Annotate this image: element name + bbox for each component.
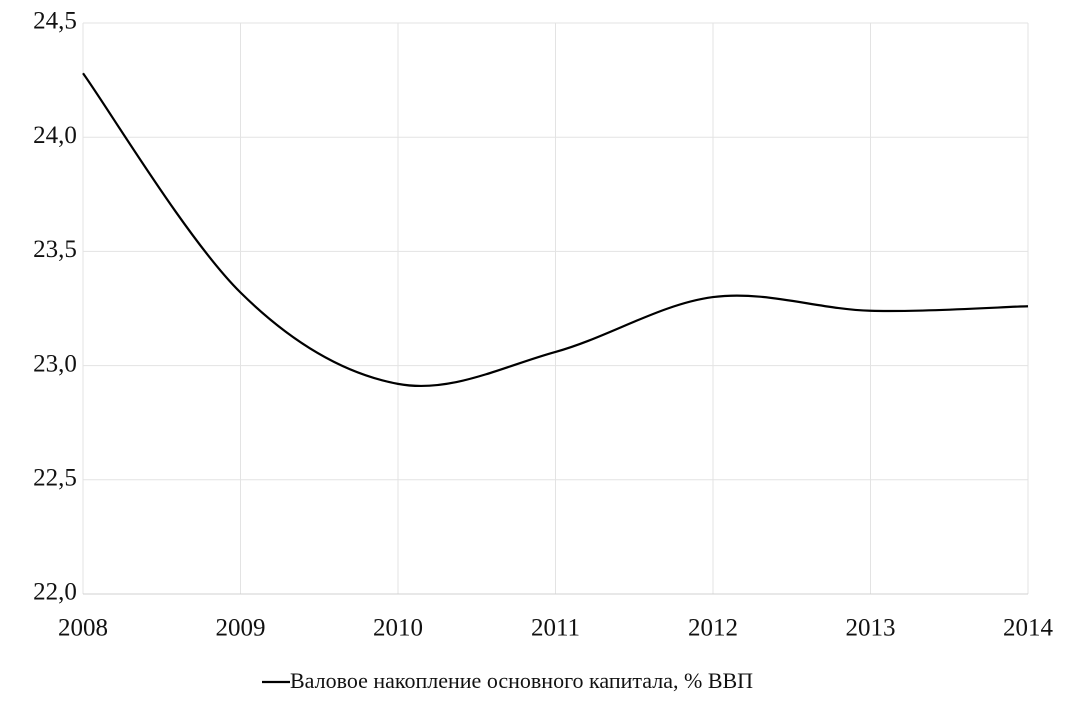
y-tick-label: 22,0 bbox=[33, 579, 77, 606]
x-tick-label: 2013 bbox=[846, 615, 896, 642]
y-tick-label: 24,5 bbox=[33, 8, 77, 35]
x-tick-label: 2010 bbox=[373, 615, 423, 642]
x-tick-label: 2009 bbox=[216, 615, 266, 642]
x-tick-label: 2011 bbox=[531, 615, 580, 642]
y-tick-label: 24,0 bbox=[33, 122, 77, 149]
y-tick-label: 23,0 bbox=[33, 350, 77, 377]
x-tick-label: 2014 bbox=[1003, 615, 1054, 642]
legend-label: Валовое накопление основного капитала, %… bbox=[290, 668, 753, 693]
x-tick-label: 2008 bbox=[58, 615, 108, 642]
y-tick-label: 23,5 bbox=[33, 236, 77, 263]
line bbox=[82, 72, 1029, 388]
x-tick-label: 2012 bbox=[688, 615, 738, 642]
y-tick-label: 22,5 bbox=[33, 465, 77, 492]
